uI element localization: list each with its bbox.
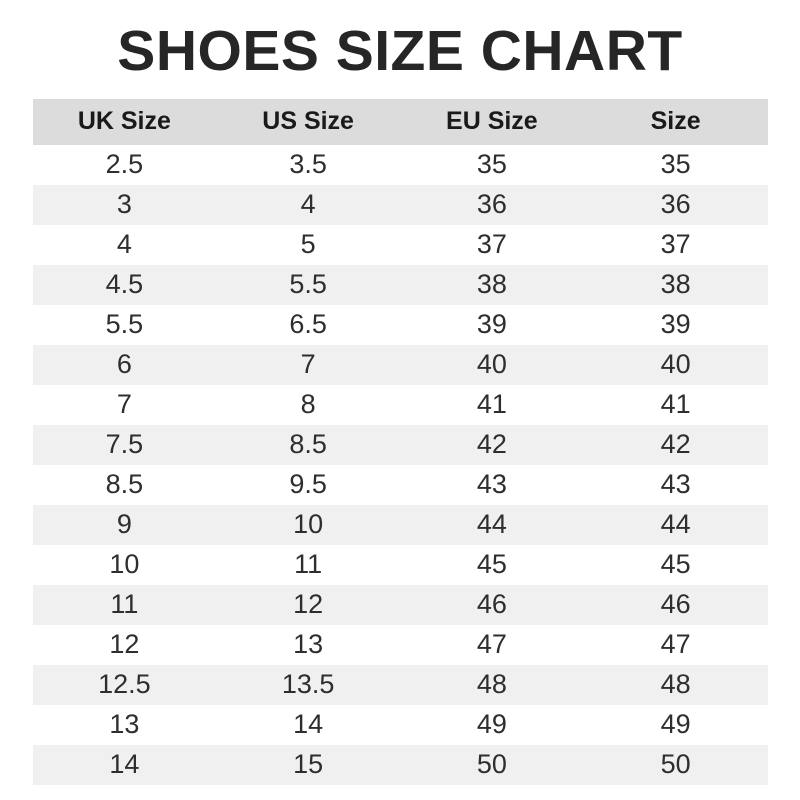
size-cell: 12.5: [98, 669, 151, 700]
size-cell: 11: [294, 549, 323, 580]
table-row: 14 15 50 50: [32, 744, 768, 785]
size-cell: 7: [116, 389, 132, 420]
size-cell: 41: [476, 389, 507, 420]
table-row: 4 5 37 37: [32, 224, 768, 265]
size-cell: 10: [293, 509, 324, 540]
size-cell: 14: [109, 749, 140, 780]
size-cell: 10: [109, 549, 140, 580]
size-cell: 47: [660, 629, 691, 660]
size-cell: 6: [116, 349, 132, 380]
table-row: 4.5 5.5 38 38: [32, 264, 768, 305]
size-cell: 35: [476, 149, 507, 180]
size-cell: 8.5: [105, 469, 144, 500]
size-cell: 4.5: [105, 269, 144, 300]
size-cell: 41: [660, 389, 691, 420]
column-header-uk-size: UK Size: [32, 98, 217, 145]
size-cell: 11: [110, 589, 139, 620]
size-cell: 38: [476, 269, 507, 300]
size-cell: 49: [476, 709, 507, 740]
table-row: 12.5 13.5 48 48: [32, 664, 768, 705]
size-table-header: UK Size US Size EU Size Size: [32, 98, 768, 145]
size-cell: 48: [660, 669, 691, 700]
table-row: 8.5 9.5 43 43: [32, 464, 768, 505]
table-row: 2.5 3.5 35 35: [32, 144, 768, 185]
table-row: 12 13 47 47: [32, 624, 768, 665]
size-cell: 7: [300, 349, 316, 380]
size-cell: 47: [476, 629, 507, 660]
size-cell: 8.5: [289, 429, 327, 460]
size-cell: 13: [293, 629, 324, 660]
size-cell: 44: [660, 509, 691, 540]
size-cell: 14: [293, 709, 324, 740]
size-cell: 43: [660, 469, 691, 500]
size-cell: 43: [476, 469, 507, 500]
size-cell: 45: [660, 549, 691, 580]
size-cell: 37: [660, 229, 691, 260]
column-header-eu-size: EU Size: [400, 98, 584, 145]
size-cell: 15: [293, 749, 324, 780]
size-cell: 4: [116, 229, 132, 260]
size-cell: 42: [476, 429, 507, 460]
size-cell: 49: [660, 709, 691, 740]
size-cell: 46: [476, 589, 507, 620]
size-cell: 3: [116, 189, 132, 220]
size-cell: 4: [300, 189, 316, 220]
size-cell: 35: [660, 149, 691, 180]
table-row: 6 7 40 40: [32, 344, 768, 385]
size-cell: 12: [293, 589, 324, 620]
size-cell: 50: [660, 749, 691, 780]
size-cell: 36: [476, 189, 507, 220]
column-header-us-size: US Size: [216, 98, 400, 145]
size-cell: 45: [476, 549, 507, 580]
size-cell: 39: [660, 309, 691, 340]
header-row: UK Size US Size EU Size Size: [32, 98, 768, 145]
size-cell: 5.5: [289, 269, 327, 300]
size-cell: 8: [300, 389, 316, 420]
size-cell: 37: [476, 229, 507, 260]
size-cell: 9.5: [289, 469, 327, 500]
size-table-body: 2.5 3.5 35 35 3 4 36 36 4 5 37 37 4.5 5.5 38 38 5.5 6.5 39…: [32, 144, 768, 785]
shoe-size-table: UK Size US Size EU Size Size 2.5 3.5 35 35 3…: [32, 98, 768, 785]
size-cell: 40: [476, 349, 507, 380]
size-cell: 48: [476, 669, 507, 700]
size-cell: 50: [476, 749, 507, 780]
size-cell: 36: [660, 189, 691, 220]
size-cell: 5: [300, 229, 316, 260]
size-cell: 12: [109, 629, 140, 660]
table-row: 7.5 8.5 42 42: [32, 424, 768, 465]
table-row: 13 14 49 49: [32, 704, 768, 745]
table-row: 5.5 6.5 39 39: [32, 304, 768, 345]
size-cell: 44: [476, 509, 507, 540]
size-cell: 6.5: [289, 309, 327, 340]
table-row: 9 10 44 44: [32, 504, 768, 545]
size-cell: 39: [476, 309, 507, 340]
size-cell: 42: [660, 429, 691, 460]
table-row: 10 11 45 45: [32, 544, 768, 585]
size-cell: 9: [116, 509, 132, 540]
size-cell: 13: [109, 709, 140, 740]
size-cell: 13.5: [281, 669, 335, 700]
column-header-size: Size: [583, 98, 768, 145]
size-cell: 5.5: [105, 309, 144, 340]
size-cell: 40: [660, 349, 691, 380]
size-cell: 38: [660, 269, 691, 300]
table-row: 3 4 36 36: [32, 184, 768, 225]
size-cell: 46: [660, 589, 691, 620]
table-row: 7 8 41 41: [32, 384, 768, 425]
size-cell: 2.5: [105, 149, 144, 180]
table-row: 11 12 46 46: [32, 584, 768, 625]
page-title: SHOES SIZE CHART: [117, 19, 683, 83]
size-cell: 7.5: [105, 429, 144, 460]
size-cell: 3.5: [289, 149, 327, 180]
